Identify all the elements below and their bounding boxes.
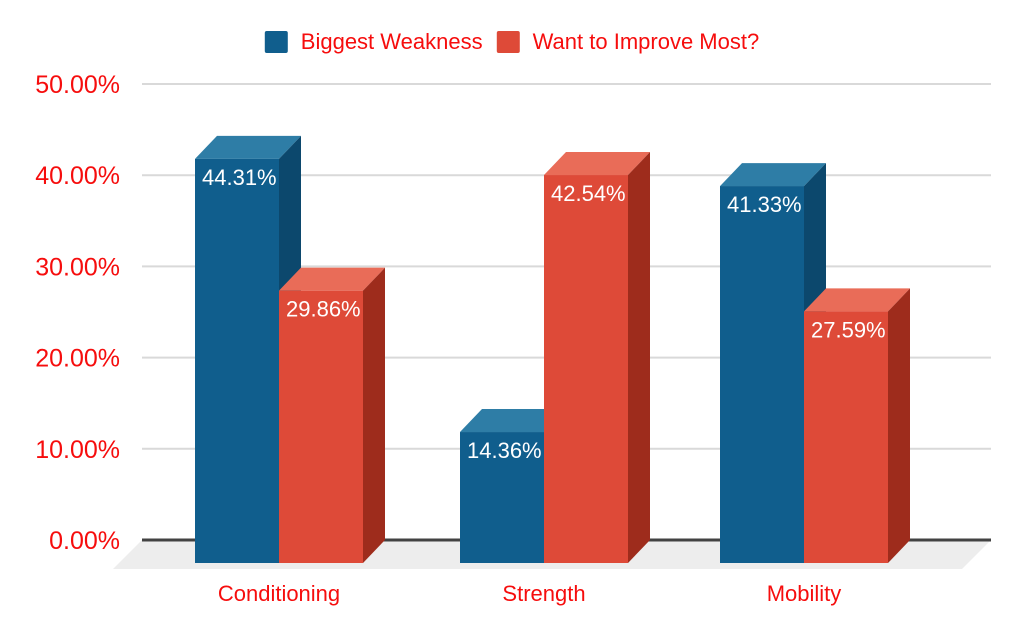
bar-strength-want-to-improve-most[interactable]: 42.54% <box>544 152 650 563</box>
y-tick-label-50: 50.00% <box>35 71 120 99</box>
y-axis-labels: 0.00% 10.00% 20.00% 30.00% 40.00% 50.00% <box>35 71 120 555</box>
category-label-strength: Strength <box>502 581 585 606</box>
y-tick-label-40: 40.00% <box>35 162 120 190</box>
bar-value-label: 42.54% <box>551 181 626 206</box>
bar-value-label: 14.36% <box>467 438 542 463</box>
bar-front-face <box>279 290 363 563</box>
legend-swatch-want-to-improve-most <box>496 31 520 53</box>
legend-item-want-to-improve-most[interactable]: Want to Improve Most? <box>496 29 760 54</box>
bar-front-face <box>720 186 804 563</box>
bar-front-face <box>804 311 888 563</box>
bar-conditioning-biggest-weakness[interactable]: 44.31% <box>195 135 301 563</box>
bar-front-face <box>544 175 628 563</box>
bar-side-face <box>628 152 650 563</box>
bar-value-label: 29.86% <box>286 297 361 322</box>
bar-top-face <box>804 288 910 312</box>
y-tick-label-10: 10.00% <box>35 436 120 464</box>
bar-front-face <box>195 158 279 563</box>
bar-top-face <box>195 135 301 159</box>
category-label-conditioning: Conditioning <box>218 581 340 606</box>
legend-label-biggest-weakness: Biggest Weakness <box>300 29 483 54</box>
legend-swatch-biggest-weakness <box>264 31 288 53</box>
bar-side-face <box>363 267 385 563</box>
bar-value-label: 27.59% <box>811 317 886 342</box>
y-tick-label-20: 20.00% <box>35 345 120 373</box>
bar-value-label: 44.31% <box>202 165 277 190</box>
y-tick-label-30: 30.00% <box>35 253 120 281</box>
bar-side-face <box>888 288 910 563</box>
bar-conditioning-want-to-improve-most[interactable]: 29.86% <box>279 267 385 563</box>
chart-legend: Biggest Weakness Want to Improve Most? <box>264 29 760 54</box>
y-tick-label-0: 0.00% <box>49 527 120 555</box>
bar-top-face <box>279 267 385 291</box>
bar-top-face <box>460 409 566 433</box>
bar-value-label: 41.33% <box>727 192 802 217</box>
bar-front-face <box>460 432 544 563</box>
legend-label-want-to-improve-most: Want to Improve Most? <box>532 29 760 54</box>
category-label-mobility: Mobility <box>767 581 842 606</box>
bar-top-face <box>720 163 826 187</box>
legend-item-biggest-weakness[interactable]: Biggest Weakness <box>264 29 483 54</box>
bar-mobility-want-to-improve-most[interactable]: 27.59% <box>804 288 910 563</box>
bar-top-face <box>544 152 650 176</box>
